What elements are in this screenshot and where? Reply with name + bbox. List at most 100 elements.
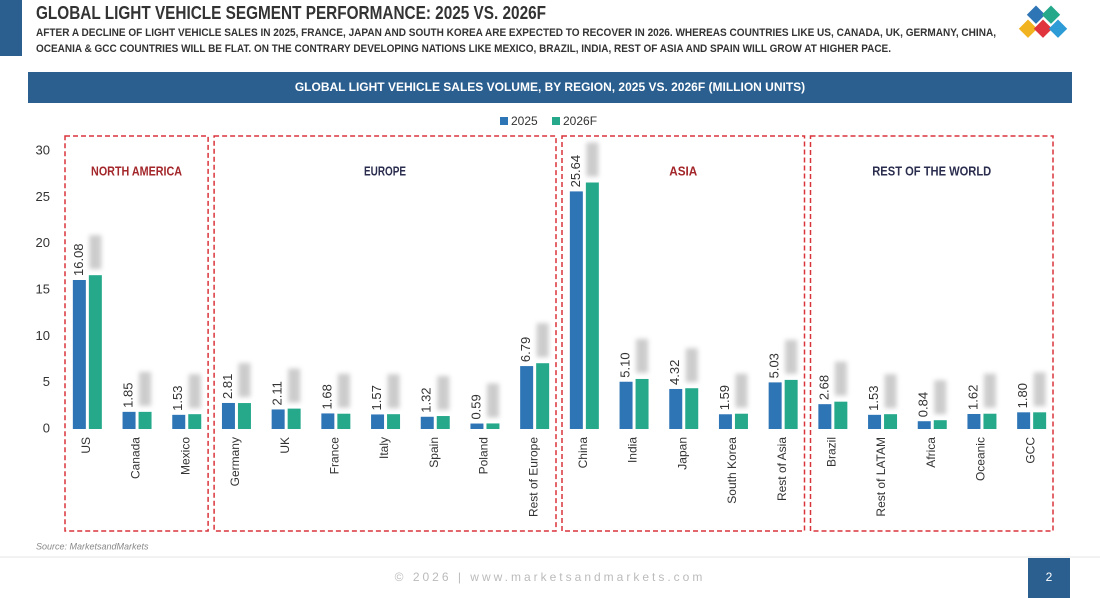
page-number-box [1028,558,1070,598]
data-label: 2.81 [220,374,235,399]
bar [271,409,285,429]
data-label: 1.57 [369,385,384,410]
blurred-label [685,348,698,383]
bar [784,379,798,429]
data-label: 5.10 [617,352,632,377]
x-tick-label: Africa [924,437,938,468]
bar [387,414,401,429]
x-tick-label: Italy [377,437,391,459]
bar [635,378,649,429]
x-tick-label: India [626,437,640,463]
blurred-label [387,374,400,409]
data-label: 6.79 [518,337,533,362]
bar [237,403,251,429]
page-title: GLOBAL LIGHT VEHICLE SEGMENT PERFORMANCE… [36,3,546,23]
bar [818,404,832,429]
data-label: 1.53 [866,386,881,411]
bar [172,414,186,429]
blurred-label [983,373,996,408]
blurred-label [735,373,748,408]
y-tick-label: 20 [36,235,50,250]
blurred-label [238,363,251,398]
region-box [561,135,806,532]
x-tick-label: Oceanic [974,437,988,481]
bar [768,382,782,429]
x-tick-label: Rest of Asia [775,437,789,501]
data-label: 1.85 [120,383,135,408]
x-tick-label: Spain [427,437,441,468]
y-tick-label: 0 [43,420,50,435]
bar [72,279,86,429]
region-box [213,135,557,532]
bar [834,401,848,429]
x-tick-label: UK [278,437,292,454]
data-label: 1.32 [419,387,434,412]
chart-banner [28,72,1072,103]
bar [470,423,484,429]
data-label: 2.68 [816,375,831,400]
footer: © 2026 | www.marketsandmarkets.com [395,570,706,584]
y-tick-label: 10 [36,328,50,343]
bar [371,414,385,429]
data-label: 16.08 [71,243,86,276]
blurred-label [536,323,549,358]
bar [917,421,931,429]
subtitle-line: OCEANIA & GCC COUNTRIES WILL BE FLAT. ON… [36,43,891,55]
region-box [64,135,209,532]
blurred-label [884,374,897,409]
blurred-label [437,376,450,411]
bar [868,414,882,429]
blurred-label [636,338,649,373]
bar [1017,412,1031,429]
data-label: 1.62 [965,385,980,410]
data-label: 0.84 [916,392,931,417]
bar [685,388,699,429]
x-tick-label: South Korea [725,437,739,504]
bar [734,413,748,429]
legend-swatch [552,117,560,125]
data-label: 1.80 [1015,383,1030,408]
bar [287,408,301,429]
bar [967,413,981,429]
chart-title: GLOBAL LIGHT VEHICLE SALES VOLUME, BY RE… [295,80,805,94]
bar [585,182,599,429]
legend-label: 2025 [511,114,538,128]
region-label: NORTH AMERICA [91,163,183,178]
region-label: REST OF THE WORLD [872,163,991,178]
page-number: 2 [1046,570,1053,584]
region-label: ASIA [669,163,698,178]
region-box [809,135,1054,532]
blurred-label [139,371,152,406]
x-tick-label: GCC [1023,437,1037,464]
x-tick-label: France [328,437,342,475]
data-label: 1.68 [319,384,334,409]
blurred-label [785,339,798,374]
bar [520,366,534,429]
bar [536,363,550,429]
data-label: 0.59 [468,394,483,419]
region-label: EUROPE [364,163,406,178]
source: Source: MarketsandMarkets [36,541,149,551]
blurred-label [486,383,499,418]
data-label: 1.53 [170,386,185,411]
blurred-label [934,380,947,415]
blurred-label [834,361,847,396]
bar [486,423,500,429]
data-label: 25.64 [568,155,583,188]
accent-bar [0,0,22,56]
blurred-label [288,368,301,403]
blurred-label [89,235,102,270]
data-label: 1.59 [717,385,732,410]
y-tick-label: 25 [36,189,50,204]
bar [569,191,583,429]
y-tick-label: 5 [43,374,50,389]
bar [420,416,434,429]
logo [1018,5,1068,38]
bar [337,413,351,429]
bar [884,414,898,429]
bar [933,420,947,429]
bar [1033,412,1047,429]
blurred-label [188,374,201,409]
data-label: 4.32 [667,360,682,385]
x-tick-label: China [576,437,590,469]
